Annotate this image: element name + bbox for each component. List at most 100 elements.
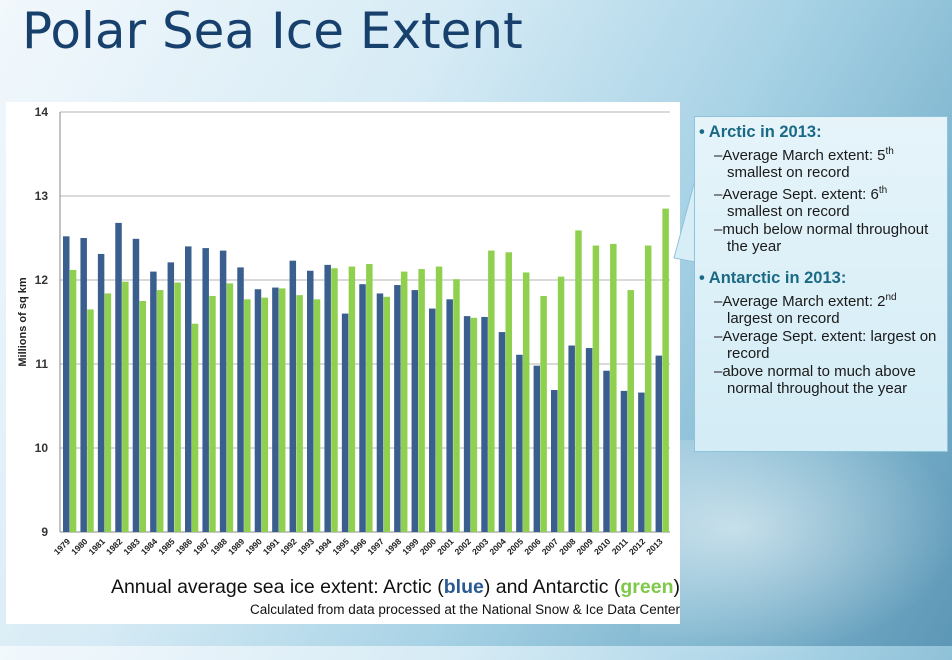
antarctic-bar bbox=[226, 283, 234, 532]
arctic-bar bbox=[568, 345, 575, 532]
antarctic-heading-text: Antarctic in 2013: bbox=[708, 269, 847, 287]
arctic-bar bbox=[254, 289, 262, 532]
arctic-bar bbox=[237, 267, 244, 532]
x-tick-label: 1984 bbox=[139, 536, 160, 557]
background-glow bbox=[640, 440, 952, 660]
x-tick-label: 1985 bbox=[156, 536, 177, 557]
x-tick-label: 2001 bbox=[435, 536, 456, 557]
bar-chart: 9 10 11 12 13 14 Millions of sq km 197919801981… bbox=[17, 105, 670, 557]
x-tick-label: 1990 bbox=[243, 536, 264, 557]
arctic-bar bbox=[115, 222, 122, 532]
arctic-bar bbox=[150, 271, 157, 532]
arctic-bar bbox=[551, 390, 558, 532]
antarctic-bar bbox=[366, 264, 373, 532]
arctic-bar bbox=[132, 238, 140, 532]
x-tick-label: 2006 bbox=[522, 536, 543, 557]
antarctic-bar bbox=[383, 296, 391, 532]
arctic-bar bbox=[272, 287, 279, 532]
arctic-bar bbox=[394, 285, 401, 532]
antarctic-bar bbox=[244, 299, 251, 532]
arctic-bar bbox=[655, 355, 663, 532]
arctic-bar bbox=[638, 392, 645, 532]
arctic-item: –Average Sept. extent: 6th smallest on r… bbox=[713, 183, 941, 220]
x-tick-label: 1980 bbox=[69, 536, 90, 557]
antarctic-bar bbox=[69, 269, 77, 532]
x-tick-label: 1989 bbox=[226, 536, 247, 557]
antarctic-bar bbox=[505, 252, 513, 532]
arctic-bar bbox=[429, 308, 436, 532]
arctic-item: –much below normal throughout the year bbox=[713, 221, 941, 255]
antarctic-bar bbox=[278, 288, 286, 532]
antarctic-bar bbox=[540, 295, 547, 532]
x-tick-label: 1993 bbox=[296, 536, 317, 557]
arctic-bar bbox=[219, 250, 227, 532]
x-tick-label: 1996 bbox=[348, 536, 369, 557]
x-tick-label: 1981 bbox=[87, 536, 108, 557]
arctic-item-text: Average Sept. extent: 6 bbox=[722, 186, 879, 203]
antarctic-bar bbox=[522, 272, 530, 532]
ordinal-suffix: th bbox=[878, 185, 888, 196]
antarctic-item-text: above normal to much above normal throug… bbox=[722, 363, 916, 397]
x-tick-label: 1982 bbox=[104, 536, 125, 557]
callout-box: • Arctic in 2013: –Average March extent: … bbox=[694, 116, 948, 452]
antarctic-bar bbox=[435, 266, 443, 532]
antarctic-bar bbox=[313, 299, 321, 532]
y-tick-label: 12 bbox=[35, 273, 49, 287]
y-tick-label: 11 bbox=[35, 357, 48, 371]
arctic-bar bbox=[620, 390, 628, 532]
antarctic-item-rest: largest on record bbox=[727, 309, 840, 327]
x-tick-label: 1983 bbox=[121, 536, 142, 557]
arctic-bar bbox=[603, 370, 610, 532]
arctic-bar bbox=[289, 260, 297, 532]
antarctic-bar bbox=[453, 279, 460, 532]
y-axis-label: Millions of sq km bbox=[17, 277, 29, 366]
x-tick-label: 1987 bbox=[191, 536, 212, 557]
y-tick-label: 9 bbox=[41, 525, 48, 539]
antarctic-bar bbox=[139, 301, 147, 532]
ordinal-suffix: nd bbox=[885, 292, 897, 303]
arctic-bar bbox=[97, 253, 105, 532]
antarctic-bar bbox=[644, 245, 652, 532]
arctic-bar bbox=[585, 348, 593, 532]
caption-text-start: Annual average sea ice extent: Arctic ( bbox=[110, 576, 444, 598]
arctic-bar bbox=[533, 365, 541, 532]
x-tick-label: 1999 bbox=[400, 536, 421, 557]
antarctic-bar bbox=[592, 245, 600, 532]
chart-panel: 9 10 11 12 13 14 Millions of sq km 1979 1980 1981… bbox=[6, 102, 680, 624]
antarctic-bar bbox=[296, 295, 303, 532]
antarctic-bar bbox=[400, 271, 408, 532]
arctic-bar bbox=[307, 270, 314, 532]
caption-text-middle: ) and Antarctic ( bbox=[483, 576, 621, 598]
antarctic-bar bbox=[156, 290, 164, 532]
x-tick-label: 2002 bbox=[453, 536, 474, 557]
y-tick-label: 10 bbox=[35, 441, 49, 455]
x-tick-label: 2012 bbox=[627, 536, 648, 557]
arctic-bar bbox=[324, 264, 331, 532]
antarctic-heading: • Antarctic in 2013: bbox=[699, 269, 847, 287]
arctic-item: –Average March extent: 5th smallest on r… bbox=[713, 144, 941, 181]
arctic-bar bbox=[481, 316, 488, 532]
x-tick-label: 1988 bbox=[209, 536, 230, 557]
y-tick-label: 14 bbox=[35, 105, 49, 119]
dash-marker: – bbox=[714, 328, 723, 345]
x-tick-label: 1986 bbox=[174, 536, 195, 557]
x-tick-label: 1995 bbox=[331, 536, 352, 557]
antarctic-list: –Average March extent: 2nd largest on re… bbox=[699, 290, 941, 397]
antarctic-bar bbox=[348, 266, 356, 532]
ordinal-suffix: th bbox=[885, 146, 894, 157]
antarctic-bar bbox=[557, 276, 565, 532]
x-tick-label: 2005 bbox=[505, 536, 526, 557]
x-tick-label: 2009 bbox=[575, 536, 596, 557]
antarctic-bar bbox=[261, 297, 269, 532]
x-tick-label: 1979 bbox=[52, 536, 73, 557]
arctic-item-text: Average March extent: 5 bbox=[722, 147, 886, 164]
antarctic-bar bbox=[488, 250, 495, 532]
arctic-bar bbox=[411, 290, 419, 532]
arctic-bar bbox=[446, 299, 453, 532]
x-tick-label: 1992 bbox=[278, 536, 299, 557]
x-tick-label: 2000 bbox=[418, 536, 439, 557]
y-tick-label: 13 bbox=[35, 189, 49, 203]
arctic-bar bbox=[341, 313, 349, 532]
antarctic-item: –above normal to much above normal throu… bbox=[713, 363, 941, 397]
antarctic-bar bbox=[470, 317, 478, 532]
